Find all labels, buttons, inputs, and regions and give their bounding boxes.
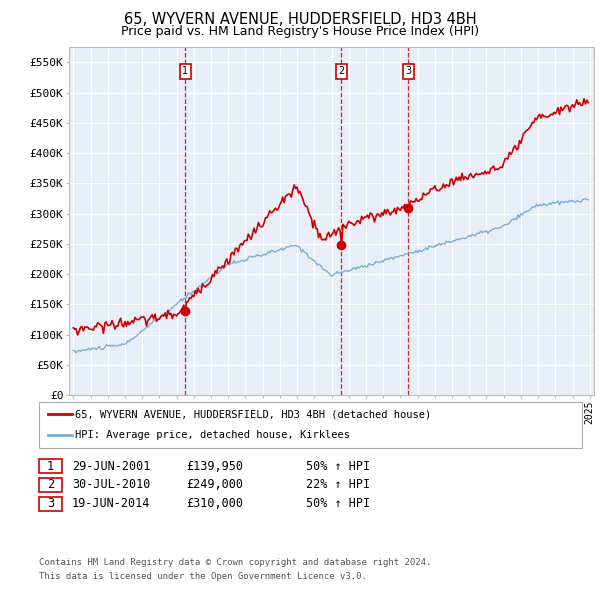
Text: Contains HM Land Registry data © Crown copyright and database right 2024.: Contains HM Land Registry data © Crown c…	[39, 558, 431, 566]
Text: 65, WYVERN AVENUE, HUDDERSFIELD, HD3 4BH: 65, WYVERN AVENUE, HUDDERSFIELD, HD3 4BH	[124, 12, 476, 27]
Text: 65, WYVERN AVENUE, HUDDERSFIELD, HD3 4BH (detached house): 65, WYVERN AVENUE, HUDDERSFIELD, HD3 4BH…	[75, 409, 431, 419]
Text: 50% ↑ HPI: 50% ↑ HPI	[306, 460, 370, 473]
Text: 19-JUN-2014: 19-JUN-2014	[72, 497, 151, 510]
Text: £310,000: £310,000	[186, 497, 243, 510]
Text: 3: 3	[47, 497, 54, 510]
Text: 30-JUL-2010: 30-JUL-2010	[72, 478, 151, 491]
Text: 2: 2	[338, 67, 344, 77]
Text: £249,000: £249,000	[186, 478, 243, 491]
Text: 22% ↑ HPI: 22% ↑ HPI	[306, 478, 370, 491]
Text: 1: 1	[182, 67, 188, 77]
Text: This data is licensed under the Open Government Licence v3.0.: This data is licensed under the Open Gov…	[39, 572, 367, 581]
Text: HPI: Average price, detached house, Kirklees: HPI: Average price, detached house, Kirk…	[75, 431, 350, 440]
Text: 3: 3	[406, 67, 412, 77]
Text: £139,950: £139,950	[186, 460, 243, 473]
Text: 2: 2	[47, 478, 54, 491]
Text: 50% ↑ HPI: 50% ↑ HPI	[306, 497, 370, 510]
Text: 1: 1	[47, 460, 54, 473]
Text: 29-JUN-2001: 29-JUN-2001	[72, 460, 151, 473]
Text: Price paid vs. HM Land Registry's House Price Index (HPI): Price paid vs. HM Land Registry's House …	[121, 25, 479, 38]
